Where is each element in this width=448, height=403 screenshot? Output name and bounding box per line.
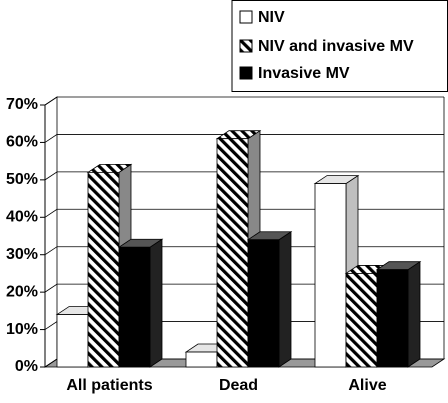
y-tick-label: 50% xyxy=(6,171,38,188)
legend: NIV NIV and invasive MV Invasive MV xyxy=(231,0,448,92)
bar-front xyxy=(314,183,347,368)
bar-front xyxy=(185,351,218,368)
legend-swatch xyxy=(239,10,253,24)
y-tick-label: 0% xyxy=(15,358,38,375)
grid-line xyxy=(44,134,444,143)
bar-side xyxy=(149,238,163,368)
legend-swatch xyxy=(239,66,253,80)
grid-line xyxy=(44,171,444,181)
grid-line xyxy=(44,96,444,106)
y-tick-label: 40% xyxy=(6,209,38,226)
bar-front xyxy=(216,138,249,368)
bar-front xyxy=(118,246,151,368)
y-tick-label: 60% xyxy=(6,134,38,151)
x-tick-label: Dead xyxy=(219,377,258,394)
bar-front xyxy=(376,269,409,368)
x-tick-label: All patients xyxy=(66,377,152,394)
legend-swatch xyxy=(239,39,253,53)
bar-front xyxy=(345,273,378,368)
y-tick-label: 70% xyxy=(6,96,38,113)
side-wall xyxy=(44,96,58,368)
bar-side xyxy=(278,230,292,368)
y-tick-label: 30% xyxy=(6,246,38,263)
bar-front xyxy=(87,171,120,368)
bar xyxy=(375,260,422,368)
bar xyxy=(117,238,164,368)
bar-front xyxy=(56,314,89,368)
legend-label: NIV and invasive MV xyxy=(258,38,414,55)
y-tick-label: 20% xyxy=(6,283,38,300)
legend-box xyxy=(231,0,448,92)
legend-label: Invasive MV xyxy=(258,65,350,82)
bar-front xyxy=(247,239,280,368)
bar xyxy=(246,230,293,368)
y-tick-label: 10% xyxy=(6,321,38,338)
x-tick-label: Alive xyxy=(348,377,386,394)
plot-area: 0% 10% 20% 30% 40% 50% 60% 70% All patients Dead A… xyxy=(6,96,446,394)
bar-side xyxy=(407,260,421,368)
legend-label: NIV xyxy=(258,9,285,26)
